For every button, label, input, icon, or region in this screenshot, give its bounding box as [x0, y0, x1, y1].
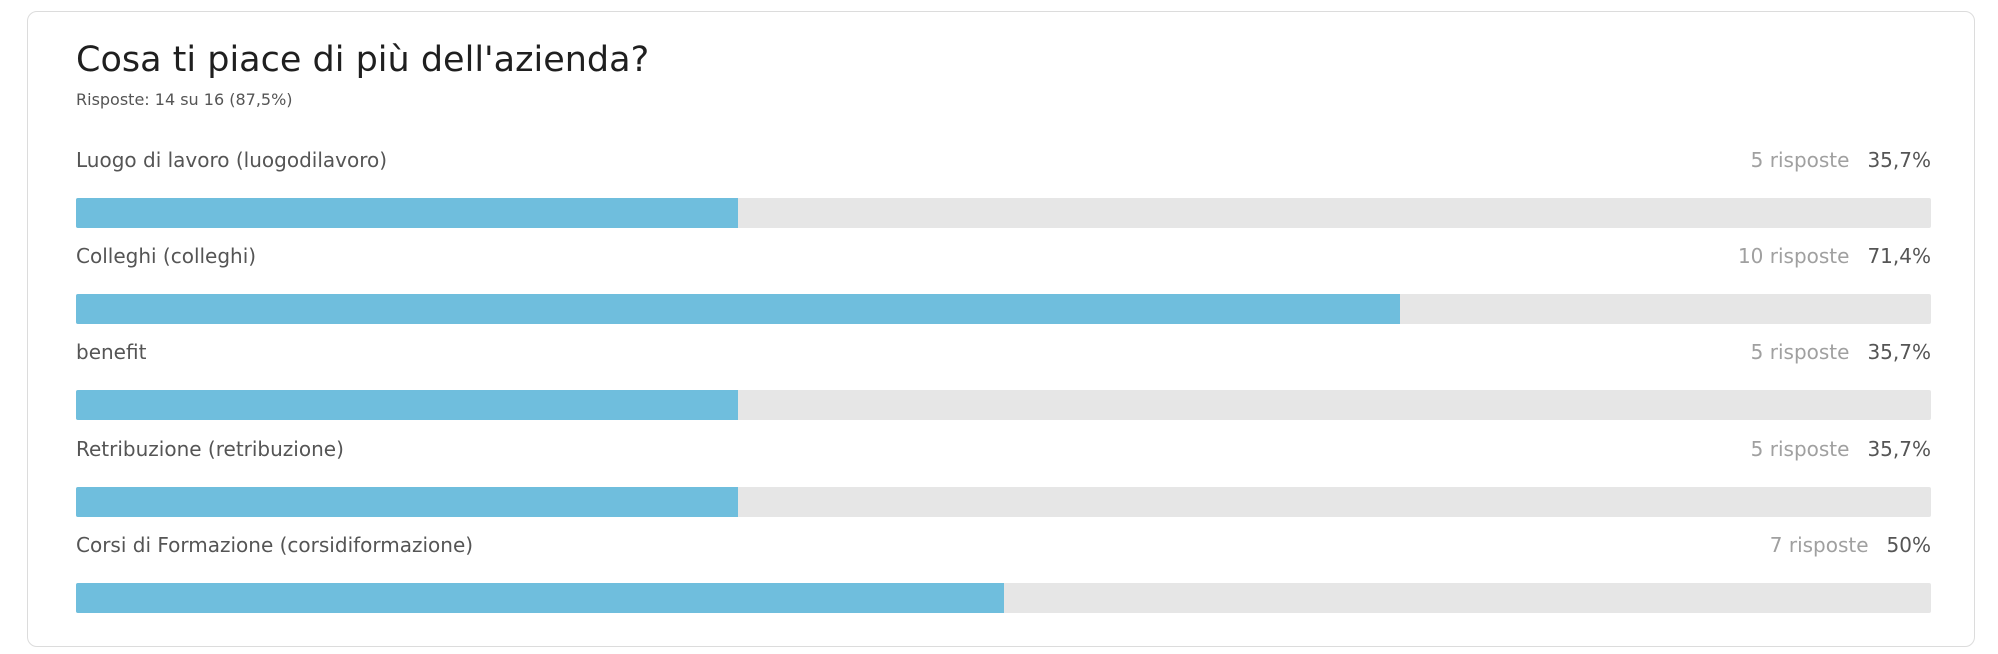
bar — [76, 390, 739, 421]
response-count: 7 risposte — [1769, 532, 1869, 557]
answer-row: Luogo di lavoro (luogodilavoro) 5 rispost… — [76, 148, 1931, 244]
answer-label: Retribuzione (retribuzione) — [76, 436, 344, 461]
answer-label: Luogo di lavoro (luogodilavoro) — [76, 148, 388, 172]
answer-label: Colleghi (colleghi) — [76, 244, 257, 269]
answer-stats: 5 risposte 35,7% — [1751, 437, 1931, 461]
bar-track — [76, 198, 1931, 228]
value-label: 35,7% — [1867, 148, 1931, 172]
chart-title: Cosa ti piace di più dell'azienda? — [76, 40, 650, 80]
answer-row: benefit 5 risposte 35,7% — [76, 340, 1931, 436]
answer-row: Colleghi (colleghi) 10 risposte 71,4% — [76, 244, 1931, 340]
bar — [76, 486, 739, 517]
answer-stats: 10 risposte 71,4% — [1738, 244, 1931, 268]
answer-label: benefit — [76, 340, 147, 365]
question-card: Cosa ti piace di più dell'azienda? Rispo… — [27, 11, 1975, 647]
response-count: 5 risposte — [1750, 340, 1850, 365]
answer-stats: 5 risposte 35,7% — [1751, 340, 1931, 364]
value-label: 50% — [1886, 532, 1931, 557]
bar — [76, 198, 739, 228]
bar-track — [76, 390, 1931, 421]
response-count: 5 risposte — [1750, 436, 1850, 461]
value-label: 35,7% — [1867, 436, 1931, 461]
chart-subtitle: Risposte: 14 su 16 (87,5%) — [76, 90, 293, 109]
bar — [76, 582, 1004, 613]
response-count: 5 risposte — [1750, 148, 1850, 172]
value-label: 71,4% — [1867, 244, 1931, 269]
answer-stats: 5 risposte 35,7% — [1751, 148, 1931, 172]
bar-track — [76, 582, 1931, 613]
answer-stats: 7 risposte 50% — [1770, 533, 1931, 557]
answer-label: Corsi di Formazione (corsidiformazione) — [76, 532, 474, 557]
bar-track — [76, 294, 1931, 325]
response-count: 10 risposte — [1737, 244, 1850, 269]
value-label: 35,7% — [1867, 340, 1931, 365]
answer-list: Luogo di lavoro (luogodilavoro) 5 rispost… — [76, 148, 1931, 629]
bar — [76, 294, 1401, 325]
answer-row: Retribuzione (retribuzione) 5 risposte 35,… — [76, 437, 1931, 533]
bar-track — [76, 486, 1931, 517]
answer-row: Corsi di Formazione (corsidiformazione) 7… — [76, 533, 1931, 629]
